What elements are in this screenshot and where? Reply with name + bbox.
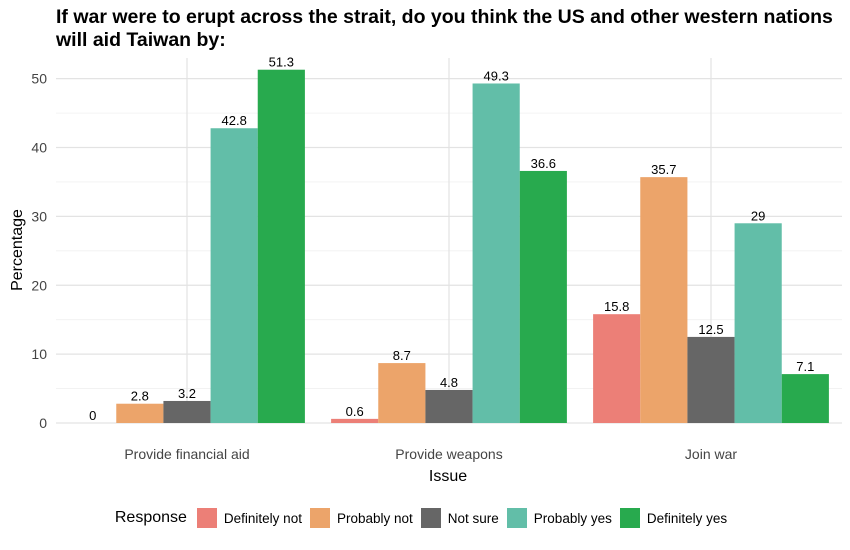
x-tick-label: Join war bbox=[685, 446, 737, 462]
bar bbox=[734, 223, 782, 423]
bar bbox=[519, 170, 567, 423]
data-labels: 0 2.8 3.2 42.8 51.3 0.6 8.7 4.8 49.3 36.6 15.8 35.7… bbox=[89, 55, 814, 423]
data-label: 2.8 bbox=[131, 389, 149, 404]
bar bbox=[116, 403, 164, 423]
data-label: 42.8 bbox=[222, 113, 247, 128]
y-tick-label: 10 bbox=[31, 346, 47, 362]
bar bbox=[378, 363, 426, 423]
y-axis-title: Percentage bbox=[9, 209, 26, 291]
data-label: 35.7 bbox=[651, 162, 676, 177]
legend-item: Definitely not bbox=[196, 508, 302, 528]
bar bbox=[210, 128, 258, 423]
bar bbox=[163, 400, 211, 423]
legend-item: Not sure bbox=[420, 508, 499, 528]
data-label: 15.8 bbox=[604, 299, 629, 314]
data-label: 12.5 bbox=[698, 322, 723, 337]
x-axis-title: Issue bbox=[429, 468, 467, 485]
legend-label: Probably not bbox=[336, 510, 413, 526]
bar bbox=[257, 69, 305, 423]
data-label: 49.3 bbox=[484, 68, 509, 83]
bar bbox=[640, 177, 688, 423]
x-tick-label: Provide financial aid bbox=[124, 446, 249, 462]
bar-chart: 0 2.8 3.2 42.8 51.3 0.6 8.7 4.8 49.3 36.6 15.8 35.7… bbox=[9, 55, 842, 485]
legend-label: Not sure bbox=[447, 510, 499, 526]
data-label: 8.7 bbox=[393, 348, 411, 363]
bar bbox=[472, 83, 520, 423]
legend-swatch bbox=[619, 508, 640, 528]
data-label: 0.6 bbox=[346, 404, 364, 419]
bar bbox=[781, 374, 829, 423]
data-label: 51.3 bbox=[269, 55, 294, 70]
legend-swatch bbox=[309, 508, 330, 528]
legend-item: Definitely yes bbox=[619, 508, 728, 528]
y-tick-label: 0 bbox=[39, 415, 47, 431]
bar bbox=[425, 389, 473, 423]
data-label: 7.1 bbox=[796, 359, 814, 374]
bars bbox=[116, 69, 829, 423]
legend-swatch bbox=[506, 508, 527, 528]
bar bbox=[687, 336, 735, 423]
chart-title: If war were to erupt across the strait, … bbox=[56, 6, 833, 51]
bar bbox=[593, 314, 641, 423]
legend-title: Response bbox=[114, 509, 187, 526]
x-tick-label: Provide weapons bbox=[395, 446, 502, 462]
bar bbox=[331, 418, 379, 423]
y-tick-label: 30 bbox=[31, 208, 47, 224]
legend-label: Probably yes bbox=[533, 510, 612, 526]
data-label: 4.8 bbox=[440, 375, 458, 390]
data-label: 0 bbox=[89, 408, 96, 423]
data-label: 29 bbox=[751, 208, 765, 223]
data-label: 3.2 bbox=[178, 386, 196, 401]
y-tick-label: 40 bbox=[31, 140, 47, 156]
y-axis: 0 10 20 30 40 50 bbox=[31, 71, 47, 431]
y-tick-label: 20 bbox=[31, 277, 47, 293]
legend-label: Definitely not bbox=[223, 510, 302, 526]
y-tick-label: 50 bbox=[31, 71, 47, 87]
x-axis: Provide financial aid Provide weapons Join… bbox=[124, 446, 737, 462]
data-label: 36.6 bbox=[531, 156, 556, 171]
legend-item: Probably not bbox=[309, 508, 413, 528]
legend-item: Probably yes bbox=[506, 508, 612, 528]
legend: Response Definitely not Probably not Not s… bbox=[0, 508, 850, 528]
legend-swatch bbox=[420, 508, 441, 528]
legend-label: Definitely yes bbox=[646, 510, 728, 526]
legend-swatch bbox=[196, 508, 217, 528]
